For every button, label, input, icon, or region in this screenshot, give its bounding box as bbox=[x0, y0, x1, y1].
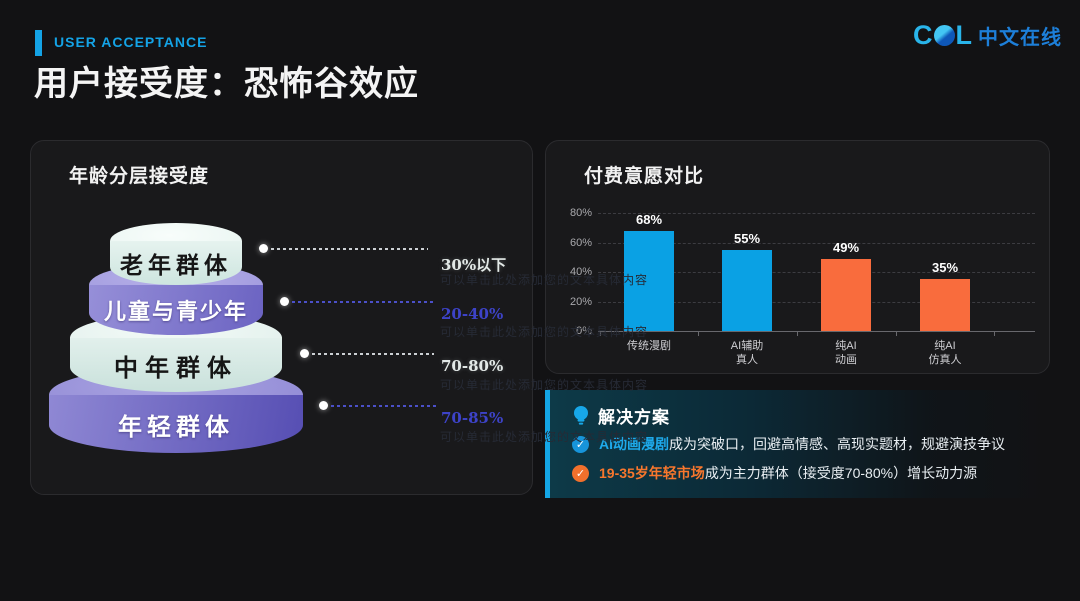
bar-value-label: 55% bbox=[733, 230, 761, 246]
placeholder-text: 可以单击此处添加您的文本具体内容 bbox=[440, 273, 649, 287]
title-accent-bar bbox=[35, 30, 42, 56]
bar-value-label: 68% bbox=[635, 211, 663, 227]
logo-letter-c: C bbox=[913, 20, 933, 50]
connector-dashed-line bbox=[312, 353, 434, 355]
gridline-20 bbox=[598, 301, 1035, 303]
solution-bullet-2: ✓ 19-35岁年轻市场成为主力群体（接受度70-80%）增长动力源 bbox=[572, 463, 977, 483]
placeholder-text: 可以单击此处添加您的文本具体内容 bbox=[440, 378, 649, 392]
y-axis-tick-label: 60% bbox=[569, 236, 592, 249]
y-axis-tick-label: 0% bbox=[576, 325, 592, 337]
gridline-80 bbox=[598, 213, 1035, 214]
connector-dot bbox=[319, 401, 328, 410]
right-card-title: 付费意愿对比 bbox=[584, 166, 705, 187]
placeholder-text: 可以单击此处添加您的文本具体内容 bbox=[440, 325, 649, 339]
y-axis-tick-label: 40% bbox=[569, 266, 592, 278]
y-axis-tick-label: 80% bbox=[569, 207, 592, 219]
acceptance-value-elderly: 30%以下 bbox=[441, 256, 507, 274]
solution-bullet-1: ✓ AI动画漫剧成为突破口，回避高情感、高现实题材，规避演技争议 bbox=[572, 434, 1005, 454]
bar-AI辅助真人 bbox=[722, 249, 772, 331]
x-axis-tick bbox=[896, 331, 897, 336]
age-acceptance-card: 年龄分层接受度 老年群体 儿童与青少年 中年群体 年轻群体 bbox=[30, 140, 533, 495]
cake-layer-label: 儿童与青少年 bbox=[89, 285, 263, 335]
left-card-title: 年龄分层接受度 bbox=[69, 166, 210, 187]
x-axis-category-label: 传统漫剧 bbox=[627, 340, 671, 352]
connector-dashed-line bbox=[292, 301, 434, 303]
solution-title: 解决方案 bbox=[598, 408, 670, 427]
logo-cn-text: 中文在线 bbox=[978, 27, 1062, 49]
bullet-body: 成为突破口，回避高情感、高现实题材，规避演技争议 bbox=[669, 436, 1005, 452]
eyebrow-label: USER ACCEPTANCE bbox=[54, 34, 208, 50]
solution-box: 解决方案 ✓ AI动画漫剧成为突破口，回避高情感、高现实题材，规避演技争议 ✓ … bbox=[545, 390, 1053, 498]
acceptance-value-middle-aged: 70-80% bbox=[441, 357, 504, 375]
connector-dot bbox=[300, 349, 309, 358]
bullet-highlight: AI动画漫剧 bbox=[599, 436, 669, 452]
x-axis-tick bbox=[600, 331, 601, 336]
cake-layer-label: 年轻群体 bbox=[49, 395, 303, 453]
cake-layer-label: 老年群体 bbox=[110, 241, 242, 285]
x-axis-tick bbox=[797, 331, 798, 336]
x-axis-category-label: 纯AI 仿真人 bbox=[928, 340, 962, 367]
cake-layer-label: 中年群体 bbox=[70, 338, 282, 392]
gridline-60 bbox=[598, 242, 1035, 244]
x-axis-tick bbox=[698, 331, 699, 336]
check-icon: ✓ bbox=[572, 435, 589, 453]
connector-dashed-line bbox=[331, 405, 437, 407]
page-title: 用户接受度：恐怖谷效应 bbox=[34, 65, 419, 103]
placeholder-text: 可以单击此处添加您的文本具体内容 bbox=[440, 430, 649, 444]
gridline-0 bbox=[598, 331, 1035, 332]
solution-title-row: 解决方案 bbox=[572, 403, 670, 428]
x-axis-tick bbox=[994, 331, 995, 336]
logo-globe-icon bbox=[933, 25, 955, 46]
check-icon: ✓ bbox=[572, 464, 589, 482]
bar-纯AI仿真人 bbox=[920, 279, 970, 331]
bar-纯AI动画 bbox=[821, 258, 871, 331]
payment-willingness-card: 付费意愿对比 80% 60% 40% 20% 0% 68% 传统漫剧 55% AI辅助 真人 49… bbox=[545, 140, 1050, 374]
connector-dashed-line bbox=[271, 248, 428, 250]
connector-dot bbox=[259, 244, 268, 253]
payment-willingness-bar-chart: 80% 60% 40% 20% 0% 68% 传统漫剧 55% AI辅助 真人 49% 纯AI 动画… bbox=[546, 141, 1049, 373]
connector-dot bbox=[280, 297, 289, 306]
logo-letter-l: L bbox=[955, 20, 973, 50]
solution-bullet-text: AI动画漫剧成为突破口，回避高情感、高现实题材，规避演技争议 bbox=[599, 434, 1005, 454]
brand-logo: C L 中文在线 bbox=[913, 20, 1062, 51]
solution-bullet-text: 19-35岁年轻市场成为主力群体（接受度70-80%）增长动力源 bbox=[599, 463, 977, 483]
y-axis-tick-label: 20% bbox=[569, 295, 592, 308]
acceptance-value-children-teens: 20-40% bbox=[441, 305, 504, 323]
bullet-highlight: 19-35岁年轻市场 bbox=[599, 465, 705, 481]
cake-layer-young: 年轻群体 bbox=[49, 367, 303, 453]
acceptance-value-young: 70-85% bbox=[441, 409, 504, 427]
gridline-40 bbox=[598, 272, 1035, 273]
bullet-body: 成为主力群体（接受度70-80%）增长动力源 bbox=[704, 465, 978, 481]
bar-value-label: 49% bbox=[832, 239, 860, 255]
lightbulb-icon bbox=[574, 406, 588, 425]
cake-layer-elderly: 老年群体 bbox=[110, 223, 242, 285]
bar-传统漫剧 bbox=[624, 230, 674, 331]
bar-value-label: 35% bbox=[931, 260, 959, 276]
x-axis-category-label: AI辅助 真人 bbox=[730, 340, 764, 367]
x-axis-category-label: 纯AI 动画 bbox=[835, 340, 857, 367]
